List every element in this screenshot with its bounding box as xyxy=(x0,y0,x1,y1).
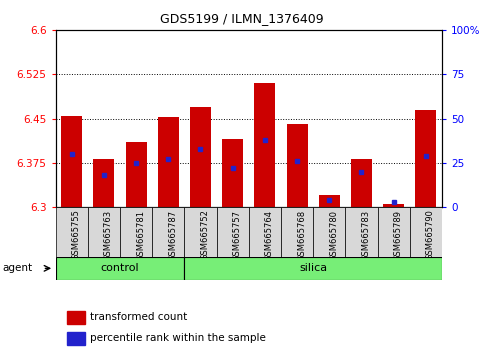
Bar xyxy=(383,204,404,207)
Text: GSM665763: GSM665763 xyxy=(104,210,113,261)
Bar xyxy=(120,207,152,257)
Text: GSM665787: GSM665787 xyxy=(168,210,177,261)
Text: GSM665789: GSM665789 xyxy=(394,210,403,261)
Text: GSM665764: GSM665764 xyxy=(265,210,274,261)
Text: GSM665752: GSM665752 xyxy=(200,210,210,261)
Bar xyxy=(249,207,281,257)
Bar xyxy=(61,116,82,207)
Text: GSM665780: GSM665780 xyxy=(329,210,338,261)
Bar xyxy=(88,207,120,257)
Text: GDS5199 / ILMN_1376409: GDS5199 / ILMN_1376409 xyxy=(160,12,323,25)
Bar xyxy=(222,139,243,207)
Bar xyxy=(281,207,313,257)
Bar xyxy=(415,110,436,207)
Text: GSM665755: GSM665755 xyxy=(71,210,81,261)
Text: GSM665781: GSM665781 xyxy=(136,210,145,261)
Text: transformed count: transformed count xyxy=(90,312,187,322)
Bar xyxy=(410,207,442,257)
Bar xyxy=(185,257,442,280)
Bar xyxy=(158,118,179,207)
Bar xyxy=(378,207,410,257)
Bar xyxy=(56,207,88,257)
Bar xyxy=(351,159,372,207)
Text: GSM665757: GSM665757 xyxy=(233,210,242,261)
Bar xyxy=(56,257,185,280)
Text: percentile rank within the sample: percentile rank within the sample xyxy=(90,333,266,343)
Text: GSM665790: GSM665790 xyxy=(426,210,435,261)
Bar xyxy=(126,142,146,207)
Text: agent: agent xyxy=(2,263,32,273)
Text: GSM665783: GSM665783 xyxy=(361,210,370,261)
Bar xyxy=(67,332,85,345)
Bar xyxy=(152,207,185,257)
Bar xyxy=(216,207,249,257)
Bar xyxy=(319,195,340,207)
Bar xyxy=(67,311,85,324)
Bar xyxy=(286,125,308,207)
Bar xyxy=(185,207,216,257)
Bar xyxy=(93,159,114,207)
Text: silica: silica xyxy=(299,263,327,273)
Text: GSM665768: GSM665768 xyxy=(297,210,306,261)
Bar xyxy=(190,107,211,207)
Bar xyxy=(345,207,378,257)
Bar xyxy=(255,83,275,207)
Text: control: control xyxy=(100,263,139,273)
Bar xyxy=(313,207,345,257)
